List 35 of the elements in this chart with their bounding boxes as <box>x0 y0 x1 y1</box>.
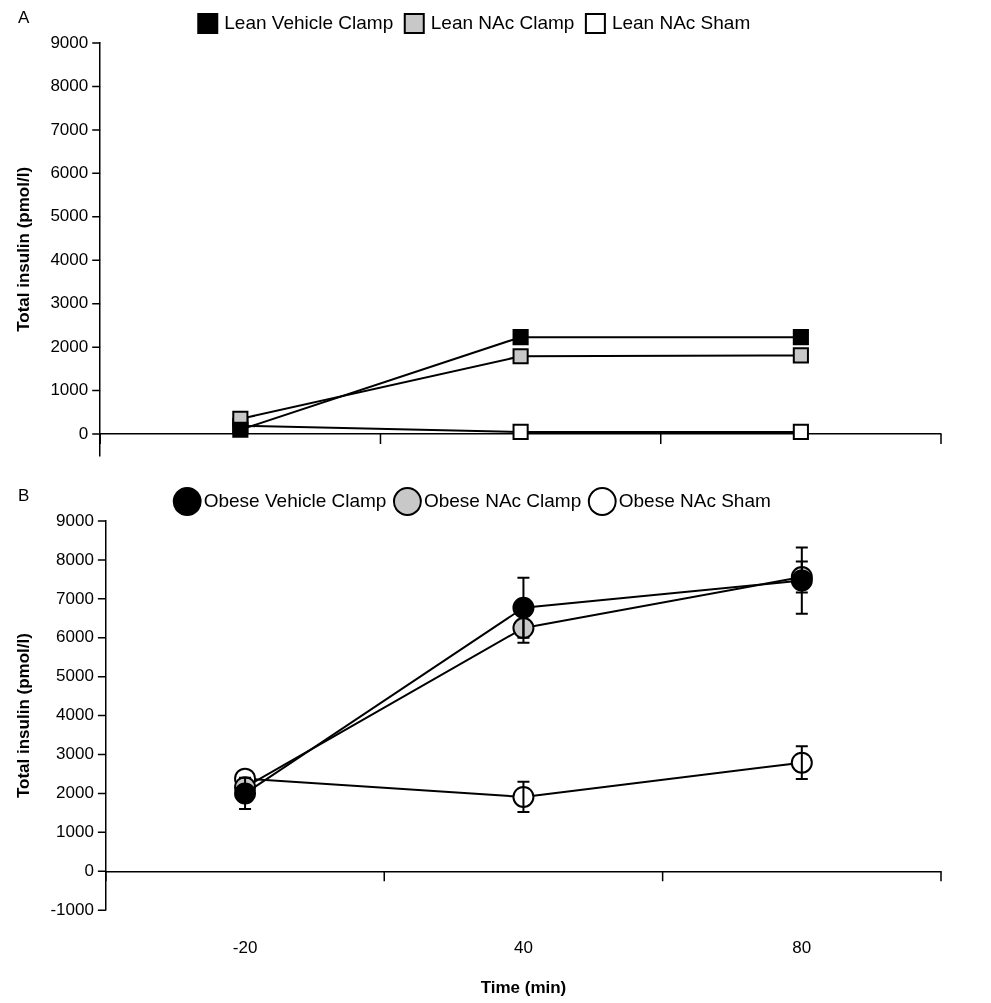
y-tick-label: 9000 <box>56 510 94 530</box>
y-tick-label: 2000 <box>56 783 94 803</box>
legend-label: Obese NAc Clamp <box>423 489 582 511</box>
y-tick-label: 6000 <box>50 163 89 183</box>
y-tick-label: 3000 <box>50 293 89 313</box>
y-axis-title: Total insulin (pmol/l) <box>13 633 33 799</box>
y-tick-label: 7000 <box>56 588 94 608</box>
y-tick-label: 1000 <box>56 822 94 842</box>
x-axis-title: Time (min) <box>480 978 567 998</box>
y-tick-label: 9000 <box>50 32 89 52</box>
y-tick-label: 8000 <box>56 549 94 569</box>
x-tick-label: 40 <box>513 938 533 958</box>
y-tick-label: 4000 <box>56 705 94 725</box>
y-tick-label: 7000 <box>50 119 89 139</box>
y-tick-label: 0 <box>78 423 89 443</box>
y-tick-label: 4000 <box>50 249 89 269</box>
legend-label: Lean NAc Sham <box>611 11 751 33</box>
text: B <box>18 486 30 506</box>
y-tick-label: 5000 <box>56 666 94 686</box>
y-tick-label: 0 <box>84 860 94 880</box>
legend-label: Lean Vehicle Clamp <box>224 11 394 33</box>
y-tick-label: 1000 <box>50 380 89 400</box>
x-tick-label: -20 <box>232 938 258 958</box>
y-tick-label: 5000 <box>50 206 89 226</box>
y-tick-label: -1000 <box>50 899 94 919</box>
x-tick-label: 80 <box>792 938 812 958</box>
y-tick-label: 2000 <box>50 336 89 356</box>
y-axis-title: Total insulin (pmol/l) <box>13 166 33 332</box>
text: A <box>18 8 30 28</box>
y-tick-label: 3000 <box>56 744 94 764</box>
y-tick-label: 6000 <box>56 627 94 647</box>
legend-label: Lean NAc Clamp <box>430 11 575 33</box>
legend-label: Obese NAc Sham <box>618 489 771 511</box>
legend-label: Obese Vehicle Clamp <box>203 489 387 511</box>
y-tick-label: 8000 <box>50 76 89 96</box>
